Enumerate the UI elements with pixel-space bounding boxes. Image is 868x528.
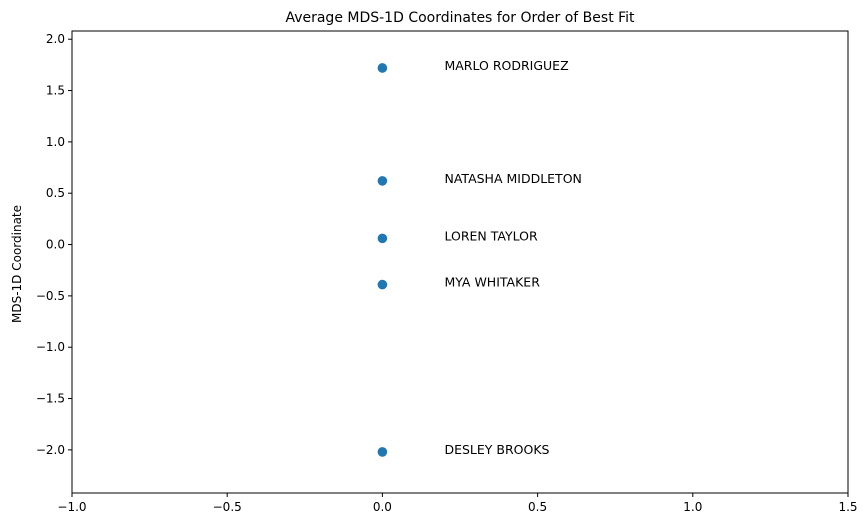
y-tick-label: −0.5 bbox=[36, 289, 65, 303]
chart-title: Average MDS-1D Coordinates for Order of … bbox=[285, 10, 635, 26]
data-point bbox=[377, 63, 388, 73]
y-tick-label: −2.0 bbox=[36, 443, 65, 457]
point-label: MYA WHITAKER bbox=[444, 275, 540, 290]
point-label: NATASHA MIDDLETON bbox=[444, 171, 581, 186]
y-tick-label: 1.0 bbox=[46, 135, 65, 149]
y-tick-label: 1.5 bbox=[46, 84, 65, 98]
data-point bbox=[377, 447, 388, 457]
x-tick-label: −0.5 bbox=[213, 500, 242, 514]
y-tick-label: 2.0 bbox=[46, 32, 65, 46]
x-tick-label: 0.0 bbox=[373, 500, 392, 514]
y-axis-label: MDS-1D Coordinate bbox=[10, 205, 24, 323]
plot-frame bbox=[71, 30, 849, 494]
x-tick-label: 1.5 bbox=[838, 500, 857, 514]
data-point bbox=[377, 279, 388, 290]
point-label: MARLO RODRIGUEZ bbox=[444, 58, 568, 73]
data-point bbox=[377, 176, 388, 186]
x-tick-label: 1.0 bbox=[683, 500, 702, 514]
y-tick-label: −1.0 bbox=[36, 340, 65, 354]
x-tick-label: −1.0 bbox=[57, 500, 86, 514]
plot-area: −1.0 −0.5 0.0 0.5 1.0 1.5 2.0 1.5 1.0 0.5 0.0 −0.5 −… bbox=[36, 32, 858, 514]
y-tick-label: −1.5 bbox=[36, 392, 65, 406]
data-point bbox=[377, 233, 388, 244]
x-tick-label: 0.5 bbox=[528, 500, 547, 514]
point-label: LOREN TAYLOR bbox=[444, 228, 538, 243]
point-label: DESLEY BROOKS bbox=[444, 442, 549, 457]
y-tick-label: 0.0 bbox=[46, 238, 65, 252]
y-tick-label: 0.5 bbox=[46, 186, 65, 200]
